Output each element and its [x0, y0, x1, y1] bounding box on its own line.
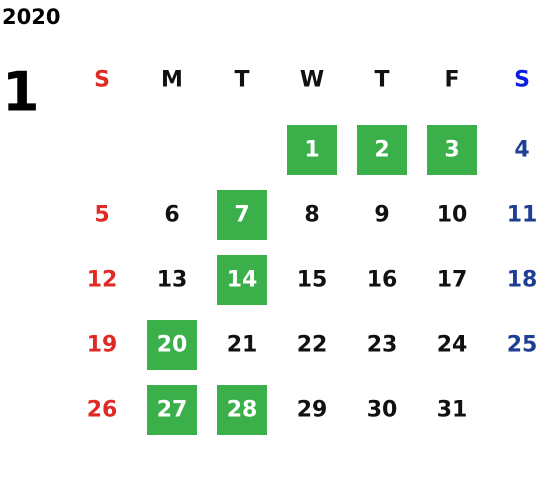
day: 17 [437, 268, 468, 293]
day: 28 [227, 398, 258, 423]
day: 9 [374, 203, 389, 228]
day: 1 [304, 138, 319, 163]
day: 27 [157, 398, 188, 423]
highlight-box [287, 125, 337, 175]
day: 12 [87, 268, 118, 293]
day: 6 [164, 203, 179, 228]
day: 18 [507, 268, 538, 293]
day: 8 [304, 203, 319, 228]
day: 19 [87, 333, 118, 358]
day: 15 [297, 268, 328, 293]
day: 16 [367, 268, 398, 293]
day: 30 [367, 398, 398, 423]
day: 13 [157, 268, 188, 293]
weekday-label: W [300, 68, 324, 93]
highlight-box [147, 320, 197, 370]
day: 21 [227, 333, 258, 358]
day: 7 [234, 203, 249, 228]
weekday-label: S [94, 68, 110, 93]
highlight-box [217, 385, 267, 435]
day: 2 [374, 138, 389, 163]
day: 5 [94, 203, 109, 228]
day: 4 [514, 138, 529, 163]
day: 22 [297, 333, 328, 358]
highlight-box [427, 125, 477, 175]
month: 1 [2, 61, 40, 124]
day: 26 [87, 398, 118, 423]
day: 10 [437, 203, 468, 228]
day: 25 [507, 333, 538, 358]
highlight-box [357, 125, 407, 175]
day: 11 [507, 203, 538, 228]
day: 29 [297, 398, 328, 423]
day: 23 [367, 333, 398, 358]
weekday-label: F [444, 68, 459, 93]
highlight-box [147, 385, 197, 435]
weekday-label: T [234, 68, 249, 93]
day: 14 [227, 268, 258, 293]
day: 20 [157, 333, 188, 358]
day: 31 [437, 398, 468, 423]
highlight-box [217, 255, 267, 305]
year: 2020 [2, 5, 60, 29]
highlight-box [217, 190, 267, 240]
weekday-label: M [161, 68, 183, 93]
day: 24 [437, 333, 468, 358]
weekday-label: T [374, 68, 389, 93]
weekday-label: S [514, 68, 530, 93]
day: 3 [444, 138, 459, 163]
